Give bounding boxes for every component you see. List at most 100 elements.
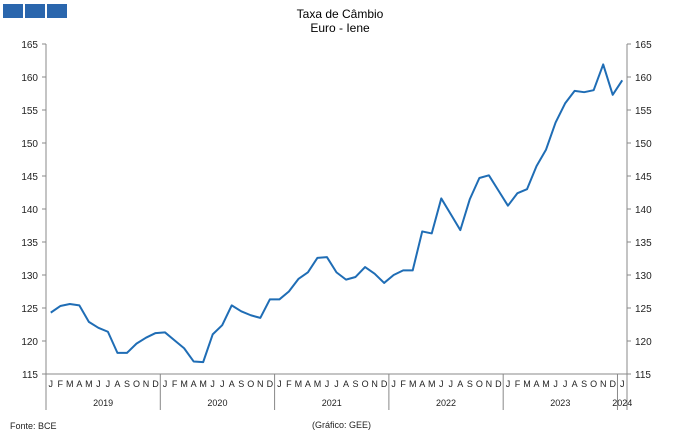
x-month-label: J (449, 379, 454, 389)
x-month-label: J (620, 379, 625, 389)
x-month-label: J (96, 379, 101, 389)
logo-block (47, 4, 67, 18)
x-month-label: F (286, 379, 292, 389)
x-month-label: O (362, 379, 369, 389)
x-month-label: A (305, 379, 311, 389)
x-month-label: S (467, 379, 473, 389)
data-point (278, 298, 280, 300)
x-month-label: A (457, 379, 463, 389)
data-point (69, 303, 71, 305)
data-point (364, 266, 366, 268)
data-point (431, 232, 433, 234)
chart-subtitle: Euro - Iene (310, 21, 370, 35)
y-tick-label-left: 130 (21, 271, 38, 282)
y-tick-label-right: 120 (635, 337, 652, 348)
x-month-label: M (542, 379, 550, 389)
x-month-label: J (277, 379, 282, 389)
x-month-label: A (114, 379, 120, 389)
data-point (536, 165, 538, 167)
data-point (59, 305, 61, 307)
data-point (583, 91, 585, 93)
data-point (478, 177, 480, 179)
data-point (602, 63, 604, 65)
x-month-label: N (600, 379, 607, 389)
y-tick-label-left: 155 (21, 106, 38, 117)
data-point (126, 352, 128, 354)
data-point (97, 327, 99, 329)
data-point (240, 310, 242, 312)
data-point (78, 304, 80, 306)
data-point (440, 197, 442, 199)
data-point (50, 312, 52, 314)
x-month-label: O (590, 379, 597, 389)
series-line (50, 63, 624, 364)
data-point (336, 271, 338, 273)
y-tick-label-left: 140 (21, 205, 38, 216)
x-month-label: S (238, 379, 244, 389)
x-month-label: A (419, 379, 425, 389)
chart-title: Taxa de Câmbio (296, 7, 384, 21)
y-tick-label-left: 145 (21, 172, 38, 183)
data-point (593, 89, 595, 91)
x-month-label: J (163, 379, 168, 389)
x-month-label: S (581, 379, 587, 389)
y-tick-label-right: 155 (635, 106, 652, 117)
y-tick-label-right: 125 (635, 304, 652, 315)
x-month-label: J (106, 379, 111, 389)
data-point (155, 332, 157, 334)
data-point (612, 94, 614, 96)
x-month-label: A (343, 379, 349, 389)
x-month-label: N (257, 379, 264, 389)
y-tick-label-left: 160 (21, 73, 38, 84)
x-month-label: D (609, 379, 616, 389)
y-tick-label-right: 145 (635, 172, 652, 183)
y-tick-label-right: 160 (635, 73, 652, 84)
x-month-label: J (49, 379, 54, 389)
data-point (164, 331, 166, 333)
data-point (202, 361, 204, 363)
data-point (564, 102, 566, 104)
x-year-label: 2024 (612, 398, 632, 408)
x-month-label: J (391, 379, 396, 389)
data-point (488, 174, 490, 176)
data-point (459, 229, 461, 231)
data-point (497, 190, 499, 192)
data-point (383, 282, 385, 284)
data-point (145, 337, 147, 339)
y-tick-label-right: 150 (635, 139, 652, 150)
x-month-label: J (553, 379, 558, 389)
x-month-label: J (334, 379, 339, 389)
data-point (374, 273, 376, 275)
y-tick-label-left: 165 (21, 40, 38, 51)
x-month-label: M (409, 379, 417, 389)
x-month-label: J (220, 379, 225, 389)
y-tick-label-right: 140 (635, 205, 652, 216)
x-month-label: F (58, 379, 64, 389)
logo (3, 4, 67, 18)
data-point (421, 230, 423, 232)
credit-note: (Gráfico: GEE) (312, 420, 372, 430)
data-point (345, 279, 347, 281)
logo-block (25, 4, 45, 18)
chart-title-block: Taxa de Câmbio Euro - Iene (0, 7, 680, 35)
data-point (231, 304, 233, 306)
x-month-label: M (523, 379, 531, 389)
data-point (135, 343, 137, 345)
x-month-label: D (152, 379, 159, 389)
x-month-label: O (133, 379, 140, 389)
x-month-label: A (534, 379, 540, 389)
y-tick-label-right: 115 (635, 370, 651, 381)
data-point (88, 321, 90, 323)
data-point (469, 198, 471, 200)
x-month-label: A (191, 379, 197, 389)
x-month-label: J (439, 379, 444, 389)
data-point (193, 360, 195, 362)
data-point (269, 298, 271, 300)
y-tick-label-left: 125 (21, 304, 38, 315)
x-month-label: D (381, 379, 388, 389)
x-month-label: J (506, 379, 511, 389)
data-point (574, 90, 576, 92)
x-month-label: A (76, 379, 82, 389)
x-month-label: A (572, 379, 578, 389)
